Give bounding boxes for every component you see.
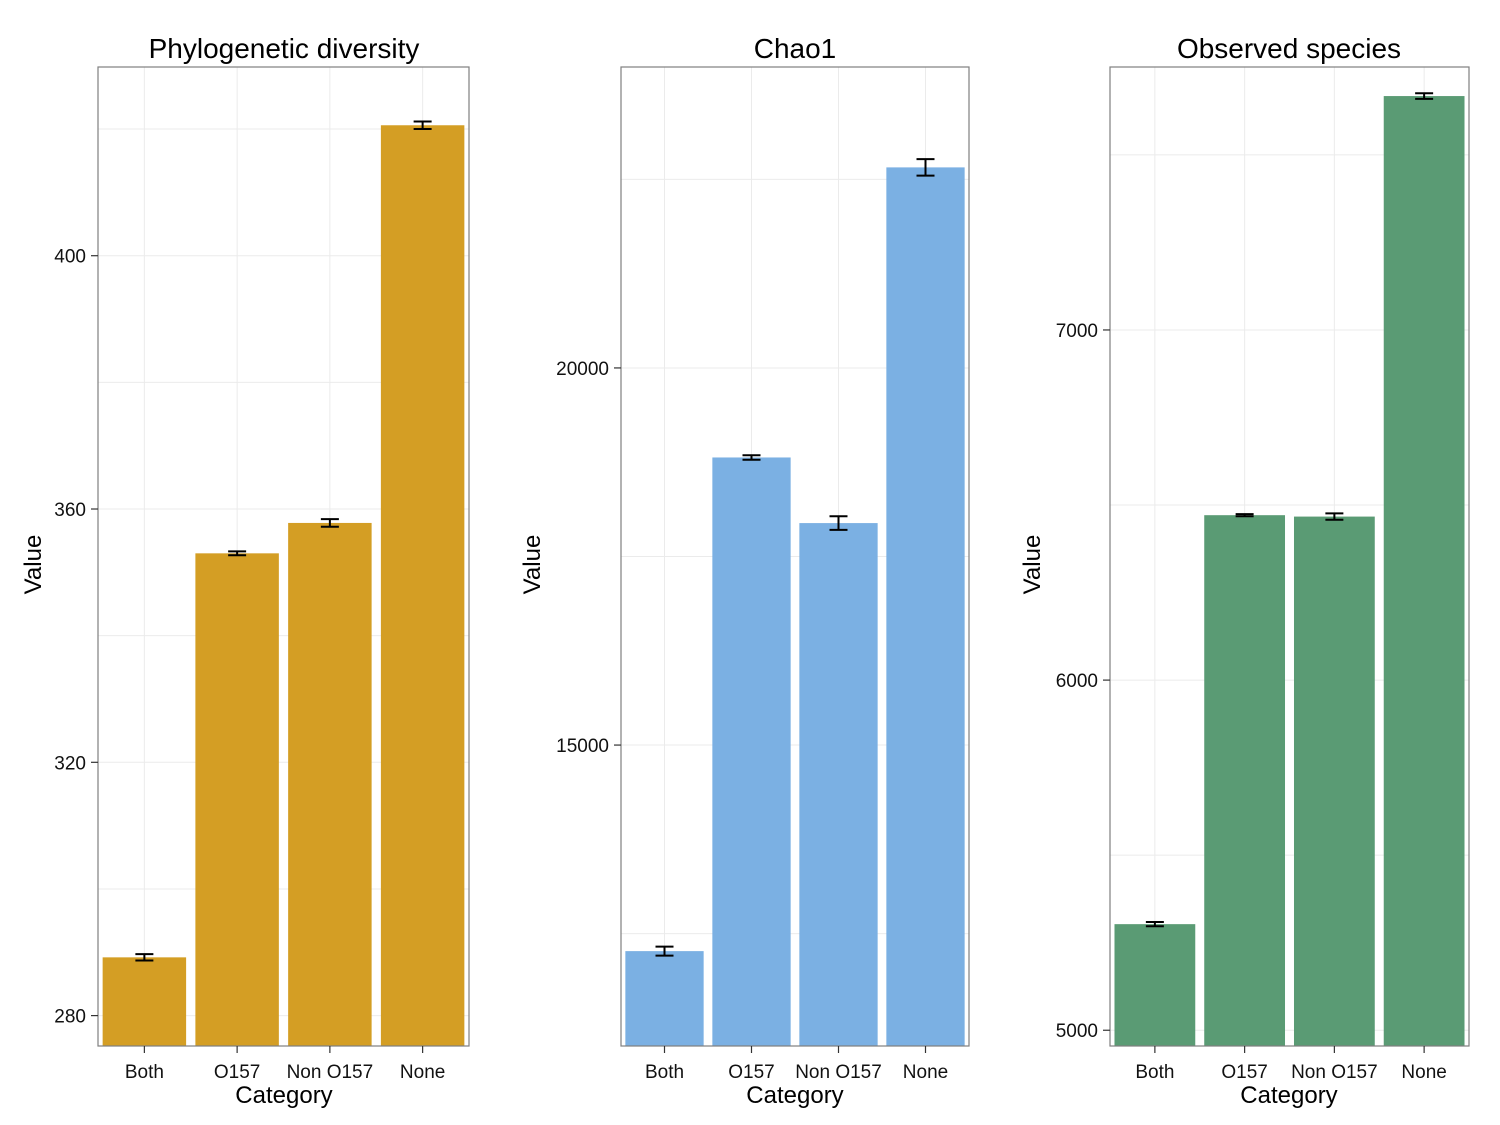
x-tick-label: None xyxy=(400,1062,445,1083)
error-bar xyxy=(1415,92,1434,100)
y-tick-label: 20000 xyxy=(556,359,609,380)
bar-non-o157 xyxy=(288,522,372,1046)
y-axis-title: Value xyxy=(20,535,47,595)
error-bar xyxy=(1145,921,1164,928)
x-axis-title: Category xyxy=(1240,1082,1337,1109)
bar-none xyxy=(1383,96,1465,1046)
x-tick-label: Non O157 xyxy=(795,1062,882,1083)
chart-panel-1: 280 320 360 400 Both O157 Non O157 None Phylogen… xyxy=(20,33,470,1109)
panel-title: Observed species xyxy=(1177,33,1401,64)
bar-both xyxy=(1114,924,1196,1046)
bar-none xyxy=(380,125,465,1047)
error-bar xyxy=(655,945,674,957)
error-bar xyxy=(228,550,247,557)
error-bar xyxy=(320,518,339,528)
bar-both xyxy=(625,951,704,1046)
x-tick-label: O157 xyxy=(728,1062,774,1083)
x-tick-label: Non O157 xyxy=(1291,1062,1378,1083)
x-axis-title: Category xyxy=(746,1082,843,1109)
error-bar xyxy=(1325,512,1344,521)
x-tick-label: O157 xyxy=(1221,1062,1267,1083)
x-tick-label: Both xyxy=(125,1062,164,1083)
panel-border xyxy=(97,66,470,1047)
y-tick-label: 400 xyxy=(54,247,86,268)
x-tick-label: O157 xyxy=(214,1062,260,1083)
bar-o157 xyxy=(195,553,279,1046)
y-tick-label: 15000 xyxy=(556,736,609,757)
error-bar xyxy=(829,515,848,531)
y-tick-label: 5000 xyxy=(1056,1021,1098,1042)
panel-border xyxy=(1109,66,1470,1047)
error-bar xyxy=(742,454,761,461)
panel-title: Chao1 xyxy=(754,33,837,64)
bar-non-o157 xyxy=(1293,516,1375,1046)
bar-non-o157 xyxy=(799,523,878,1046)
y-tick-label: 360 xyxy=(54,500,86,521)
error-bar xyxy=(916,158,935,177)
x-tick-label: Both xyxy=(645,1062,684,1083)
y-axis-title: Value xyxy=(1019,535,1046,595)
x-tick-label: None xyxy=(1401,1062,1446,1083)
bar-both xyxy=(102,957,187,1046)
y-tick-label: 6000 xyxy=(1056,671,1098,692)
bar-none xyxy=(886,167,965,1046)
panel-border xyxy=(620,66,970,1047)
x-tick-label: None xyxy=(903,1062,948,1083)
x-axis-title: Category xyxy=(235,1082,332,1109)
x-tick-label: Both xyxy=(1135,1062,1174,1083)
error-bar xyxy=(135,953,154,962)
y-tick-label: 7000 xyxy=(1056,321,1098,342)
chart-panel-2: 15000 20000 Both O157 Non O157 None Chao1 Categ… xyxy=(519,33,970,1109)
y-axis-title: Value xyxy=(519,535,546,595)
panel-title: Phylogenetic diversity xyxy=(149,33,420,64)
chart-panel-3: 5000 6000 7000 Both O157 Non O157 None Observed… xyxy=(1019,33,1470,1109)
y-tick-label: 280 xyxy=(54,1007,86,1028)
error-bar xyxy=(1235,513,1254,518)
bar-o157 xyxy=(1204,515,1286,1046)
bar-o157 xyxy=(712,457,791,1047)
y-tick-label: 320 xyxy=(54,753,86,774)
x-tick-label: Non O157 xyxy=(287,1062,374,1083)
error-bar xyxy=(413,120,432,131)
